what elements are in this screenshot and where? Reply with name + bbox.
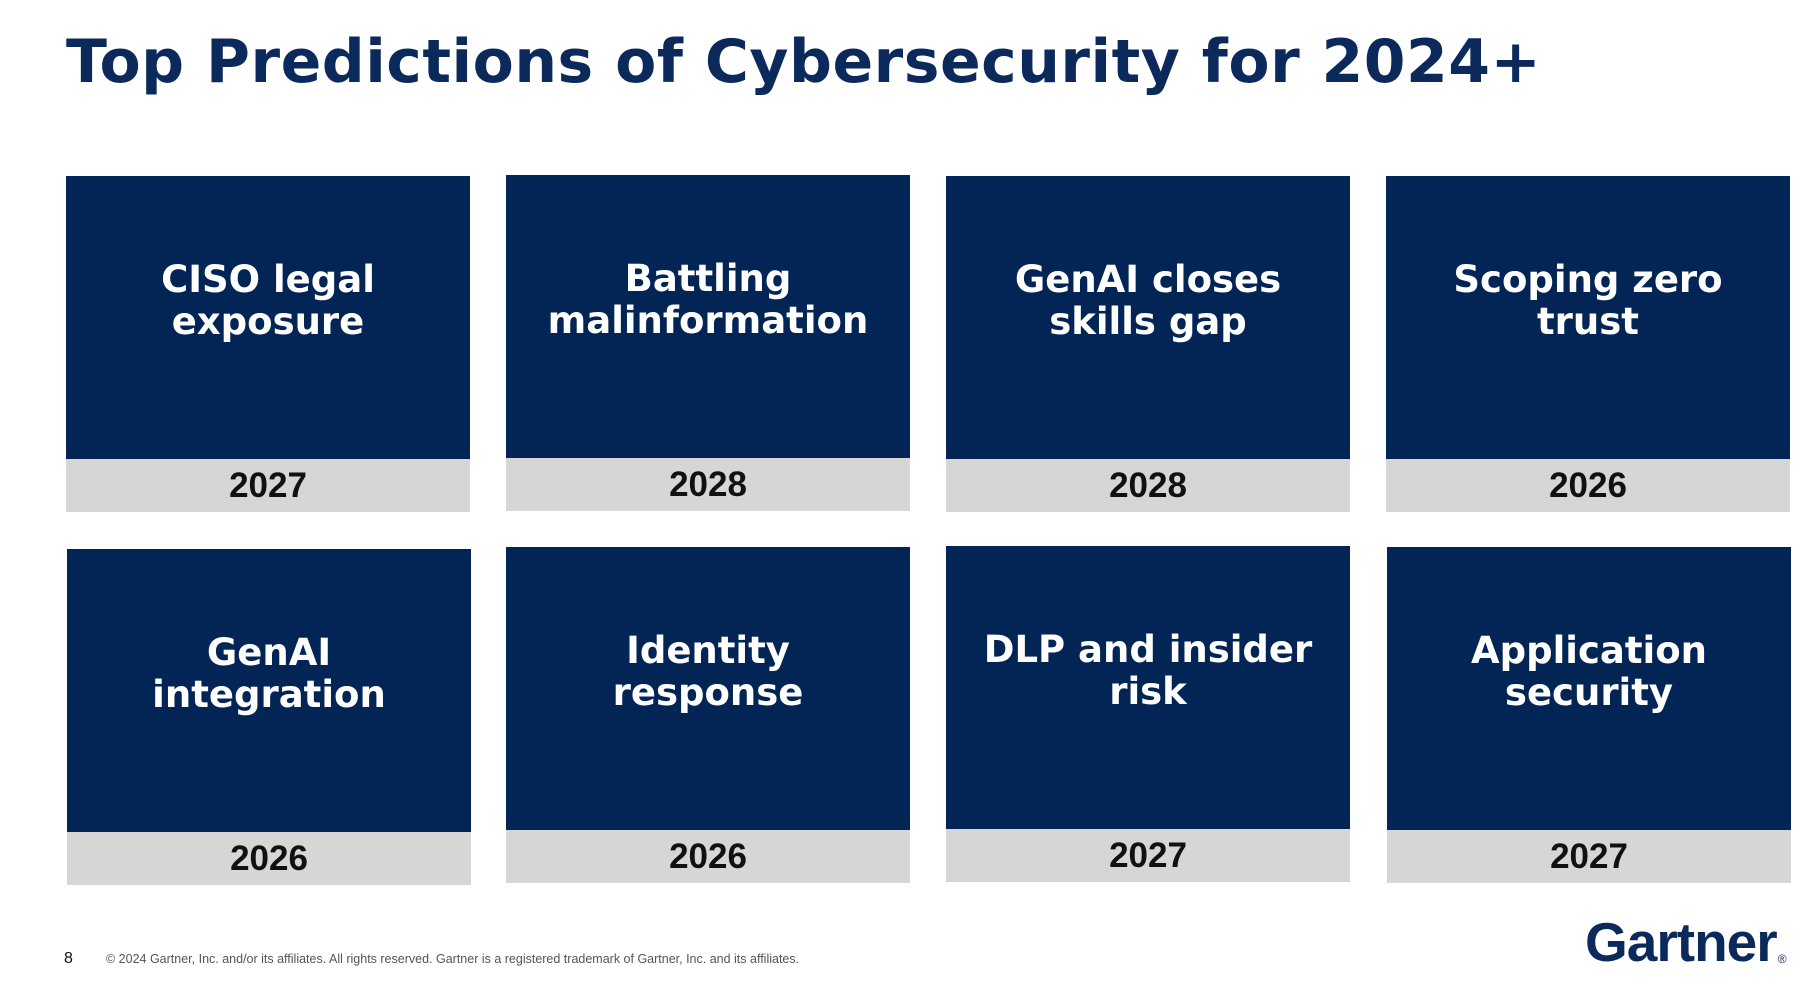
prediction-card-header: Scoping zero trust <box>1386 176 1790 459</box>
prediction-card-identity-response: Identity response 2026 <box>506 547 910 883</box>
prediction-card-scoping-zero-trust: Scoping zero trust 2026 <box>1386 176 1790 512</box>
prediction-card-ciso-legal-exposure: CISO legal exposure 2027 <box>66 176 470 512</box>
prediction-label: GenAI closes skills gap <box>1014 257 1282 343</box>
prediction-year-bar: 2028 <box>506 458 910 511</box>
prediction-card-header: Identity response <box>506 547 910 830</box>
prediction-year-bar: 2027 <box>66 459 470 512</box>
prediction-year-bar: 2026 <box>1386 459 1790 512</box>
prediction-label: Scoping zero trust <box>1453 257 1723 343</box>
copyright-notice: © 2024 Gartner, Inc. and/or its affiliat… <box>106 952 800 966</box>
slide-title: Top Predictions of Cybersecurity for 202… <box>66 27 1542 97</box>
prediction-year: 2027 <box>1109 835 1187 875</box>
prediction-card-header: CISO legal exposure <box>66 176 470 459</box>
prediction-card-header: GenAI closes skills gap <box>946 176 1350 459</box>
prediction-card-battling-malinformation: Battling malinformation 2028 <box>506 175 910 511</box>
prediction-year: 2026 <box>1549 465 1627 505</box>
prediction-card-header: Application security <box>1387 547 1791 830</box>
prediction-year-bar: 2027 <box>1387 830 1791 883</box>
prediction-label: DLP and insider risk <box>983 627 1313 713</box>
prediction-year-bar: 2027 <box>946 829 1350 882</box>
registered-mark: ® <box>1777 952 1787 966</box>
prediction-year: 2028 <box>1109 465 1187 505</box>
prediction-year: 2027 <box>1550 836 1628 876</box>
prediction-card-application-security: Application security 2027 <box>1387 547 1791 883</box>
prediction-label: GenAI integration <box>152 630 386 716</box>
prediction-card-genai-integration: GenAI integration 2026 <box>67 549 471 885</box>
prediction-year: 2028 <box>669 464 747 504</box>
prediction-year: 2026 <box>230 838 308 878</box>
prediction-year-bar: 2028 <box>946 459 1350 512</box>
prediction-year: 2026 <box>669 836 747 876</box>
prediction-card-header: GenAI integration <box>67 549 471 832</box>
prediction-label: Application security <box>1470 628 1707 714</box>
prediction-card-header: DLP and insider risk <box>946 546 1350 829</box>
prediction-year-bar: 2026 <box>67 832 471 885</box>
prediction-label: Battling malinformation <box>547 256 869 342</box>
prediction-card-header: Battling malinformation <box>506 175 910 458</box>
page-number: 8 <box>64 950 73 967</box>
gartner-logo: Gartner ® <box>1585 914 1787 970</box>
prediction-card-dlp-and-insider-risk: DLP and insider risk 2027 <box>946 546 1350 882</box>
logo-wordmark: Gartner <box>1585 911 1778 973</box>
prediction-year: 2027 <box>229 465 307 505</box>
prediction-card-genai-closes-skills-gap: GenAI closes skills gap 2028 <box>946 176 1350 512</box>
prediction-label: CISO legal exposure <box>161 257 375 343</box>
prediction-label: Identity response <box>612 628 804 714</box>
prediction-year-bar: 2026 <box>506 830 910 883</box>
